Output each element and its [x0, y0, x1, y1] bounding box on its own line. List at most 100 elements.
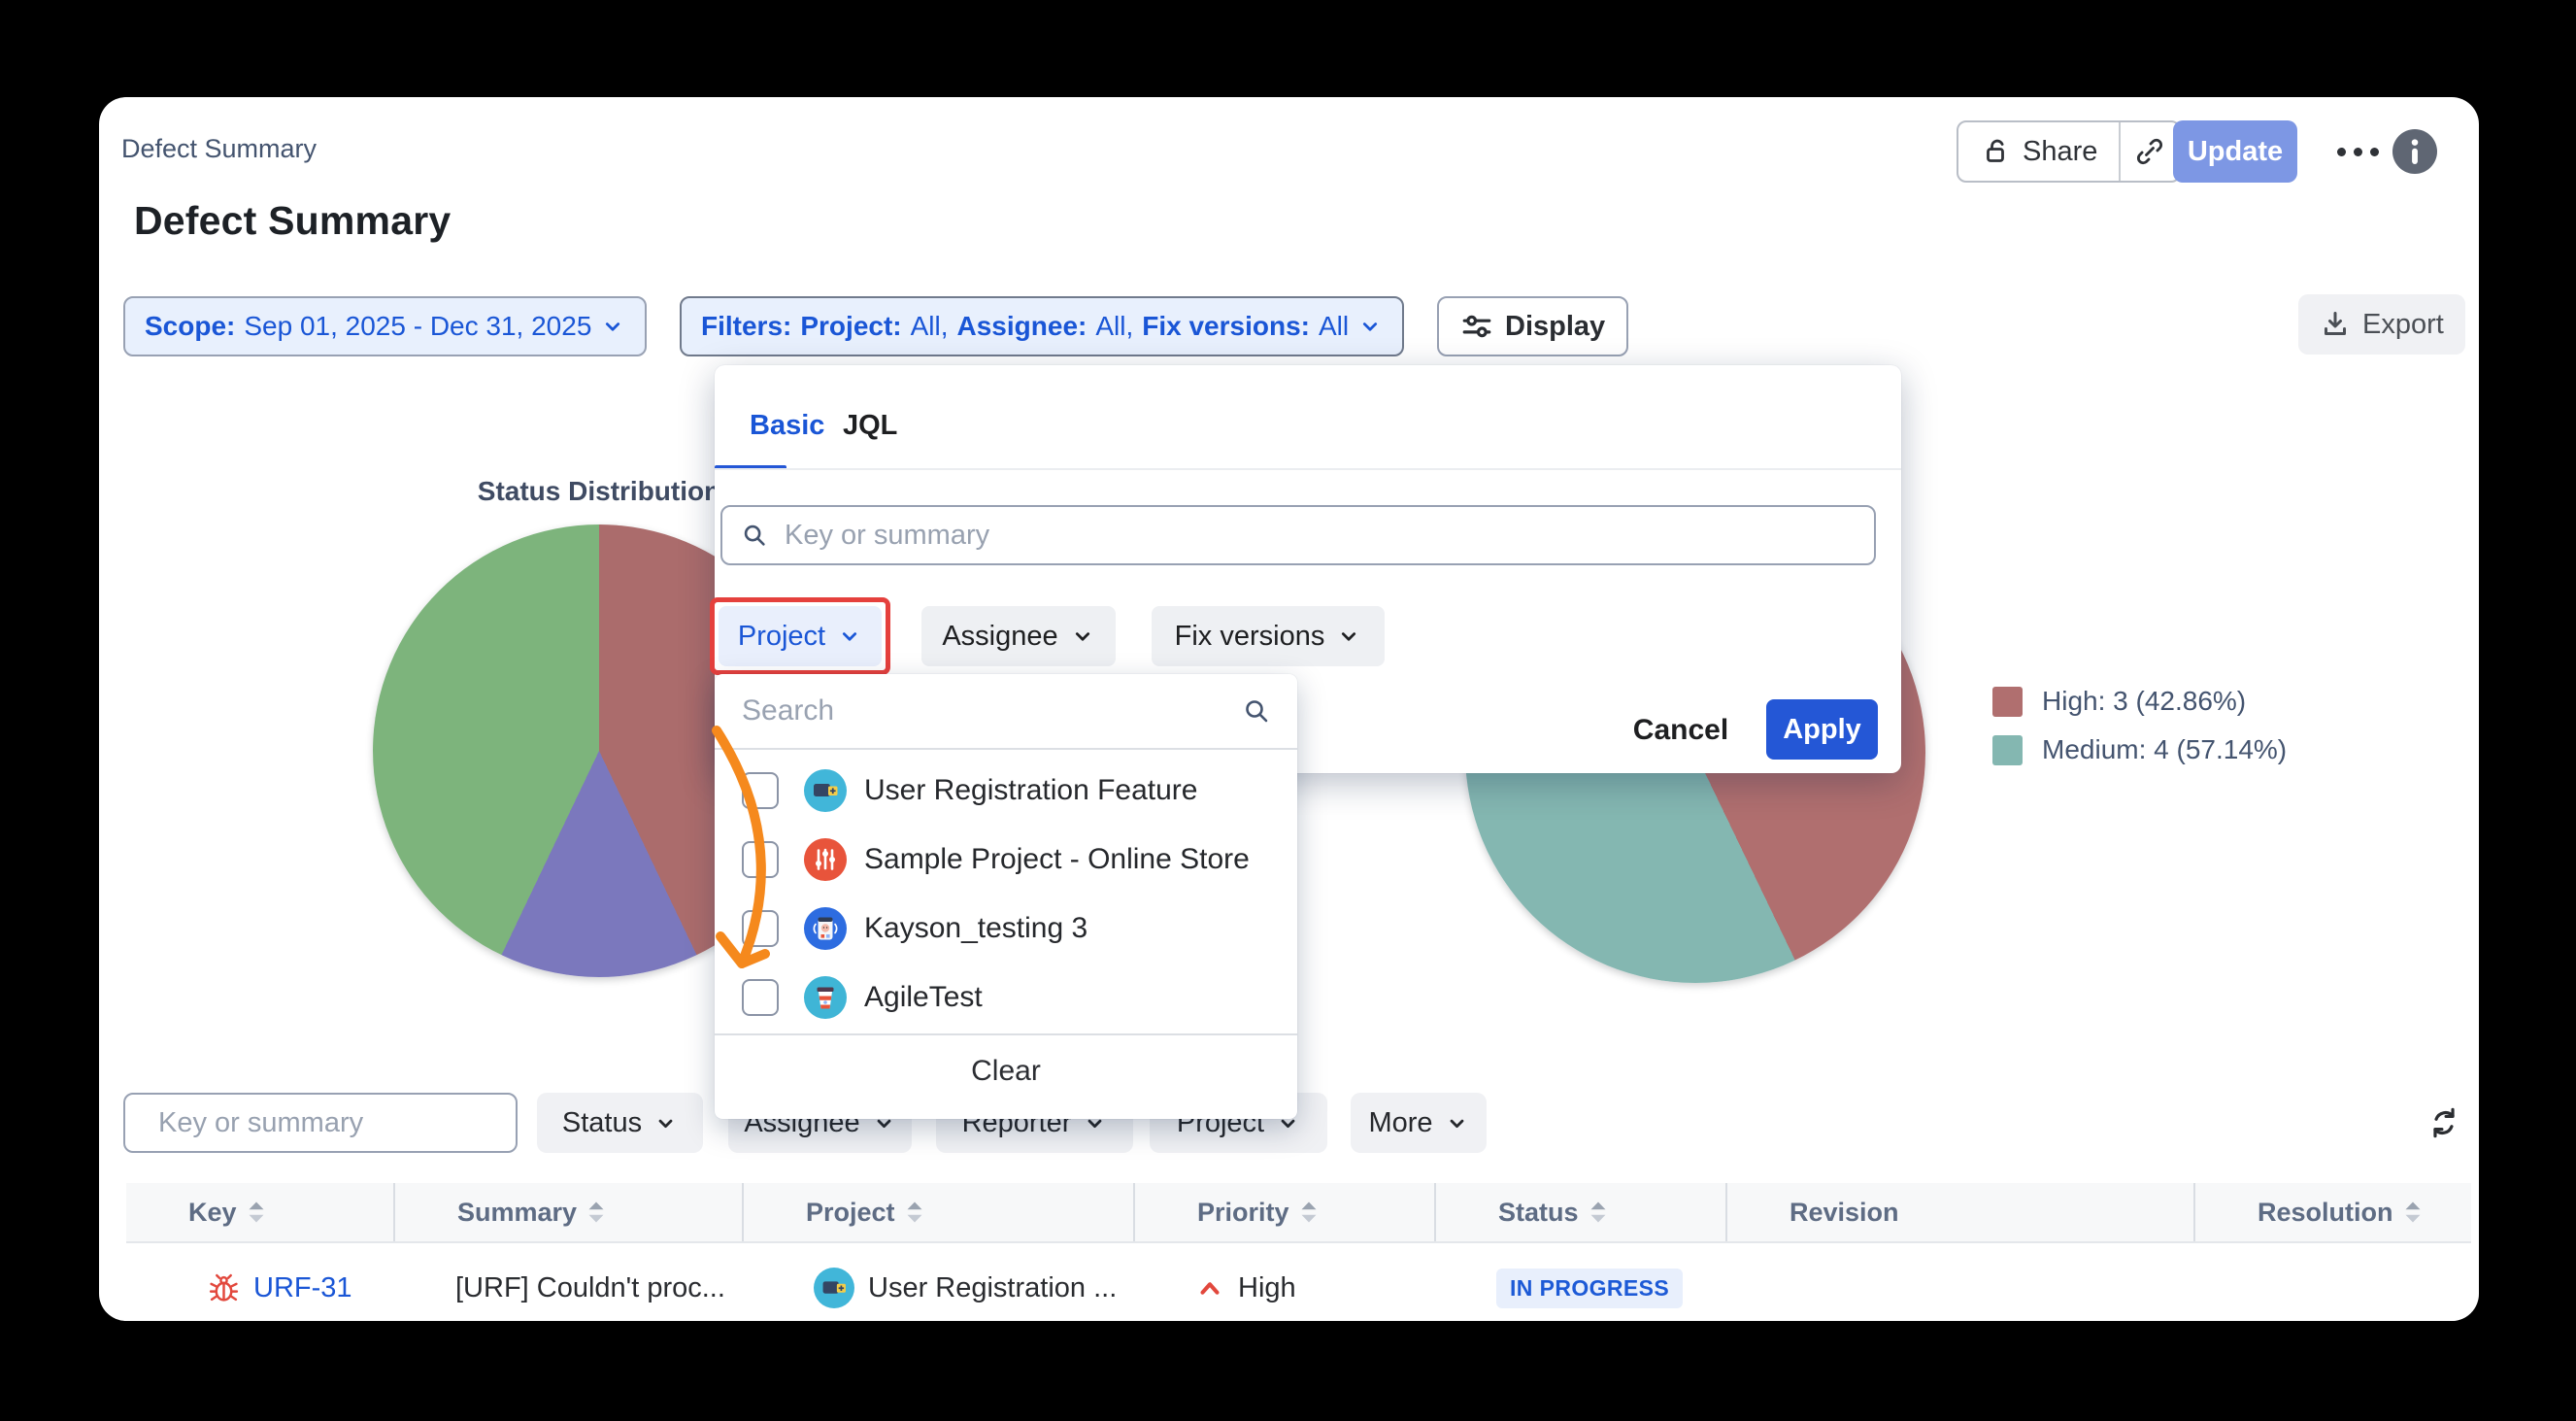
scope-filter-chip[interactable]: Scope: Sep 01, 2025 - Dec 31, 2025 [123, 296, 648, 356]
panel-search-input[interactable] [783, 518, 1857, 553]
project-cell: User Registration ... [742, 1243, 1133, 1321]
page-title: Defect Summary [134, 198, 452, 243]
resolution-cell [2193, 1243, 2471, 1321]
column-label: Key [188, 1197, 237, 1227]
chevron-down-icon [1281, 1119, 1295, 1128]
chevron-down-icon [1075, 632, 1089, 641]
more-filters-label: More [1368, 1106, 1433, 1138]
project-option-checkbox[interactable] [742, 978, 779, 1016]
search-icon [1246, 700, 1268, 723]
display-settings-icon [1462, 315, 1491, 338]
info-button[interactable] [2392, 129, 2437, 174]
chevron-down-icon [877, 1119, 891, 1128]
column-header-priority[interactable]: Priority [1133, 1183, 1434, 1241]
project-option-label: Kayson_testing 3 [864, 911, 1088, 944]
search-icon [744, 524, 765, 546]
project-option[interactable]: Kayson_testing 3 [715, 894, 1297, 963]
column-label: Revision [1790, 1197, 1899, 1227]
tab-divider [715, 468, 1901, 470]
apply-button[interactable]: Apply [1766, 699, 1878, 760]
assignee-field-button[interactable]: Assignee [921, 606, 1116, 666]
chevron-down-icon [1363, 322, 1378, 331]
tab-basic[interactable]: Basic [750, 410, 825, 441]
project-option[interactable]: AgileTest [715, 963, 1297, 1032]
info-icon [2411, 139, 2419, 164]
share-button[interactable]: Share [1958, 122, 2119, 181]
filters-assignee-value: All, [1095, 311, 1134, 341]
column-header-status[interactable]: Status [1434, 1183, 1725, 1241]
column-header-revision: Revision [1725, 1183, 2193, 1241]
status-badge: IN PROGRESS [1496, 1268, 1684, 1308]
update-button[interactable]: Update [2173, 120, 2297, 183]
display-label: Display [1505, 310, 1606, 342]
project-avatar-agiletest [804, 975, 847, 1019]
priority-cell-label: High [1238, 1271, 1296, 1303]
project-avatar-online-store [804, 837, 847, 881]
sort-icon [1301, 1201, 1317, 1223]
assignee-field-label: Assignee [942, 620, 1058, 652]
column-header-summary[interactable]: Summary [393, 1183, 742, 1241]
status-filter-button[interactable]: Status [537, 1093, 703, 1153]
refresh-button[interactable] [2422, 1100, 2466, 1145]
legend-row-high: High: 3 (42.86%) [1992, 686, 2287, 717]
table-search-input[interactable] [156, 1105, 526, 1140]
chevron-down-icon [606, 322, 620, 331]
legend-swatch-medium [1992, 734, 2023, 765]
project-option-label: AgileTest [864, 980, 983, 1013]
project-cell-label: User Registration ... [868, 1271, 1118, 1303]
project-option[interactable]: Sample Project - Online Store [715, 825, 1297, 894]
revision-cell [1725, 1243, 2193, 1321]
project-avatar-user-registration [814, 1268, 854, 1308]
active-tab-underline [715, 465, 786, 470]
share-button-group: Share [1957, 120, 2182, 183]
column-header-project[interactable]: Project [742, 1183, 1133, 1241]
legend-swatch-high [1992, 686, 2023, 717]
summary-cell: [URF] Couldn't proc... [455, 1271, 725, 1303]
panel-search-box [720, 505, 1876, 565]
project-option-checkbox[interactable] [742, 909, 779, 947]
project-option-checkbox[interactable] [742, 840, 779, 878]
project-field-button[interactable]: Project [719, 606, 882, 666]
issue-key-link[interactable]: URF-31 [253, 1271, 352, 1303]
table-search-box [123, 1093, 526, 1153]
project-option-label: Sample Project - Online Store [864, 842, 1250, 875]
clear-button[interactable]: Clear [715, 1033, 1297, 1107]
project-dropdown: User Registration Feature Sample Project… [715, 674, 1297, 1119]
chevron-down-icon [1450, 1119, 1463, 1128]
fix-versions-field-button[interactable]: Fix versions [1152, 606, 1385, 666]
legend-label-medium: Medium: 4 (57.14%) [2042, 734, 2288, 764]
sort-icon [588, 1201, 604, 1223]
export-button[interactable]: Export [2298, 294, 2465, 355]
dot-icon [2336, 147, 2346, 156]
chevron-down-icon [1342, 632, 1356, 641]
column-label: Project [806, 1197, 895, 1227]
filters-label: Filters: [701, 311, 792, 341]
column-label: Summary [457, 1197, 578, 1227]
sort-icon [1590, 1201, 1606, 1223]
project-option-label: User Registration Feature [864, 773, 1198, 806]
dot-icon [2369, 147, 2379, 156]
project-search-input[interactable] [740, 694, 1241, 728]
column-header-resolution[interactable]: Resolution [2193, 1183, 2471, 1241]
chevron-down-icon [1088, 1119, 1102, 1128]
defects-table: Key Summary Project Priority Status Revi… [126, 1183, 2471, 1321]
tab-jql[interactable]: JQL [843, 410, 898, 441]
copy-link-button[interactable] [2119, 122, 2179, 181]
column-label: Priority [1197, 1197, 1289, 1227]
project-option-checkbox[interactable] [742, 771, 779, 809]
key-cell: URF-31 [126, 1243, 393, 1321]
column-header-key[interactable]: Key [126, 1183, 393, 1241]
table-row: URF-31 [URF] Couldn't proc... User Regis… [126, 1243, 2471, 1321]
filters-fix-value: All [1318, 311, 1350, 341]
cancel-button[interactable]: Cancel [1618, 703, 1744, 758]
filters-chip[interactable]: Filters: Project: All, Assignee: All, Fi… [680, 296, 1405, 356]
sort-icon [907, 1201, 922, 1223]
column-label: Status [1498, 1197, 1579, 1227]
chevron-down-icon [658, 1119, 673, 1128]
display-button[interactable]: Display [1437, 296, 1629, 356]
project-avatar-kayson [804, 906, 847, 950]
more-filters-button[interactable]: More [1351, 1093, 1487, 1153]
project-option[interactable]: User Registration Feature [715, 756, 1297, 825]
more-options-button[interactable] [2321, 120, 2394, 183]
filters-project-label: Project: [800, 311, 902, 341]
